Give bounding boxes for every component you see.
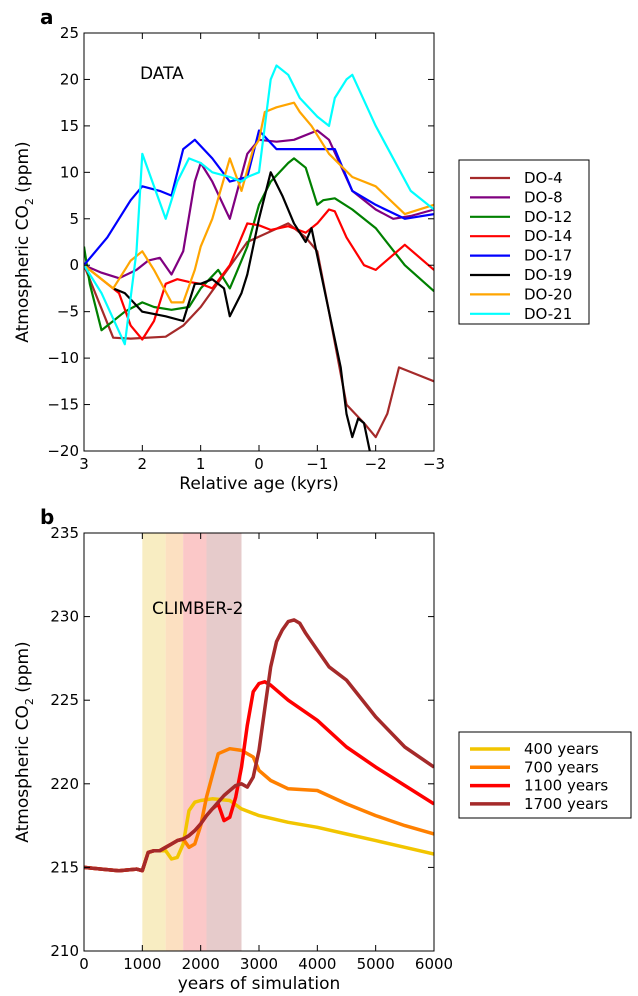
a-legend-label: DO-14: [524, 227, 572, 245]
a-ytick-label: 0: [69, 256, 79, 274]
b-legend-label: 1100 years: [524, 777, 608, 795]
a-ytick-label: −5: [57, 303, 79, 321]
b-legend-label: 700 years: [524, 758, 599, 776]
panel-a-xlabel: Relative age (kyrs): [179, 474, 338, 494]
a-series-line-do-20: [84, 101, 434, 304]
a-ytick-label: −20: [47, 442, 79, 460]
b-band-2: [183, 533, 207, 951]
a-series-line-do-12: [84, 157, 434, 332]
panel-b-xlabel: years of simulation: [178, 974, 341, 994]
a-legend-label: DO-12: [524, 208, 572, 226]
b-ytick-label: 225: [50, 691, 79, 709]
a-xtick-label: 3: [79, 455, 89, 473]
a-ytick-label: −15: [47, 396, 79, 414]
b-band-0: [142, 533, 166, 951]
panel-a-legend-box: [458, 159, 590, 325]
b-xtick-label: 3000: [240, 955, 278, 973]
panel-a-ylabel-end: (ppm): [13, 141, 33, 198]
b-xtick-label: 2000: [182, 955, 220, 973]
b-ytick-label: 220: [50, 775, 79, 793]
a-xtick-label: −1: [306, 455, 328, 473]
a-legend-label: DO-4: [524, 169, 563, 187]
panel-b: b 0 1000 2000 3000 4000 5000 6000 210 215 220 225 2…: [13, 505, 632, 994]
panel-b-annotation: CLIMBER-2: [152, 599, 244, 619]
b-xtick-label: 6000: [415, 955, 453, 973]
b-xtick-label: 0: [79, 955, 89, 973]
a-xtick-label: 0: [254, 455, 264, 473]
a-legend-label: DO-19: [524, 266, 572, 284]
b-series-line-700-years: [84, 746, 434, 873]
b-legend-label: 400 years: [524, 740, 599, 758]
a-series-line-do-17: [84, 129, 434, 266]
b-ytick-label: 235: [50, 524, 79, 542]
a-series-line-do-21: [84, 64, 434, 346]
a-legend-label: DO-20: [524, 285, 572, 303]
b-series-line-1700-years: [84, 618, 434, 873]
panel-b-ylabel-sub: 2: [23, 698, 36, 705]
a-legend-label: DO-8: [524, 188, 563, 206]
panel-a-ylabel-main: Atmospheric CO: [13, 205, 33, 343]
panel-b-ylabel-end: (ppm): [13, 641, 33, 698]
panel-b-shaded-bands: [142, 533, 242, 951]
b-series-line-400-years: [84, 797, 434, 873]
panel-b-ylabel: Atmospheric CO2 (ppm): [13, 641, 36, 842]
a-legend-label: DO-17: [524, 247, 572, 265]
a-series-line-do-19: [112, 171, 371, 451]
panel-a-annotation: DATA: [140, 64, 184, 84]
b-ytick-label: 230: [50, 608, 79, 626]
a-xtick-label: −3: [423, 455, 445, 473]
panel-a-ylabel-sub: 2: [23, 198, 36, 205]
a-legend-label: DO-21: [524, 305, 572, 323]
b-ytick-label: 210: [50, 942, 79, 960]
panel-a-series: [84, 64, 434, 451]
panel-a-label: a: [40, 5, 54, 29]
b-xtick-label: 5000: [357, 955, 395, 973]
a-ytick-label: 5: [69, 210, 79, 228]
a-ytick-label: 20: [60, 70, 79, 88]
a-series-line-do-8: [84, 129, 434, 280]
a-ytick-label: 25: [60, 24, 79, 42]
a-xtick-label: −2: [365, 455, 387, 473]
panel-a-ylabel: Atmospheric CO2 (ppm): [13, 141, 36, 342]
a-ytick-label: −10: [47, 349, 79, 367]
a-series-line-do-14: [84, 208, 434, 341]
b-band-1: [165, 533, 184, 951]
panel-b-series: [84, 618, 434, 873]
b-ytick-label: 215: [50, 858, 79, 876]
b-legend-label: 1700 years: [524, 795, 608, 813]
b-xtick-label: 4000: [298, 955, 336, 973]
a-ytick-label: 15: [60, 117, 79, 135]
panel-b-ylabel-main: Atmospheric CO: [13, 705, 33, 843]
b-xtick-label: 1000: [123, 955, 161, 973]
a-xtick-label: 1: [196, 455, 206, 473]
b-band-3: [206, 533, 242, 951]
a-xtick-label: 2: [138, 455, 148, 473]
a-ytick-label: 10: [60, 163, 79, 181]
panel-b-label: b: [40, 505, 54, 529]
